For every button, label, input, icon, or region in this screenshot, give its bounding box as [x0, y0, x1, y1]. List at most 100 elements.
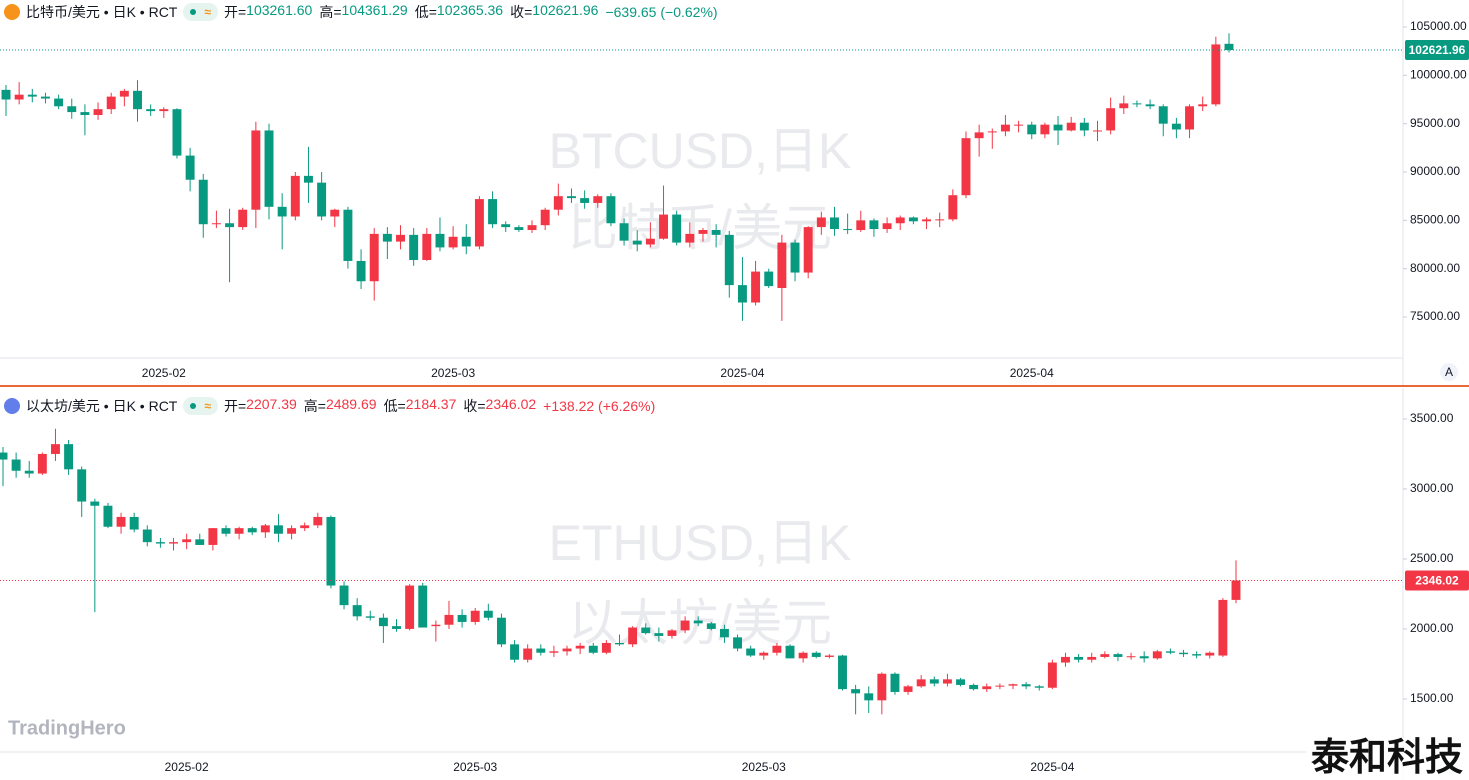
x-tick-label: 2025-04 — [1030, 760, 1074, 774]
change-value: +138.22 (+6.26%) — [543, 398, 656, 414]
candle-body — [628, 627, 638, 645]
candle-body — [567, 196, 576, 199]
candle-body — [527, 225, 537, 231]
candle-body — [632, 240, 642, 245]
ohlc-item: 开= 2207.39 — [224, 396, 297, 416]
candle-body — [654, 633, 664, 636]
candle-body — [339, 585, 349, 606]
candle-body — [615, 642, 624, 645]
y-tick-label: 95000.00 — [1410, 116, 1460, 130]
ohlc-value: 2346.02 — [485, 396, 537, 412]
status-dot — [190, 9, 197, 15]
y-tick-label: 3500.00 — [1410, 411, 1454, 425]
candle-body — [142, 529, 152, 543]
watermark: BTCUSD,日K — [549, 123, 852, 179]
candle-body — [11, 459, 21, 471]
candle-body — [553, 196, 563, 210]
candle-body — [922, 219, 932, 222]
candle-body — [133, 90, 142, 110]
candle-body — [198, 179, 208, 225]
candle-body — [711, 230, 721, 235]
candle-body — [1171, 123, 1181, 130]
ohlc-label: 收= — [510, 4, 533, 20]
candle-body — [724, 234, 734, 286]
ohlc-label: 低= — [383, 398, 406, 414]
candle-body — [330, 209, 340, 217]
candle-body — [352, 605, 362, 617]
symbol-title: 比特币/美元 • 日K • RCT — [26, 4, 178, 20]
candle-body — [1027, 124, 1037, 135]
status-pill: ≈ — [183, 397, 218, 415]
watermark: ETHUSD,日K — [549, 515, 852, 571]
axis-button[interactable] — [1440, 363, 1458, 381]
candle-body — [764, 271, 774, 287]
ohlc-label: 高= — [319, 4, 342, 20]
candle-body — [672, 214, 682, 243]
candle-body — [103, 505, 113, 527]
candle-body — [785, 645, 795, 659]
candle-body — [719, 628, 729, 638]
candle-body — [1106, 108, 1116, 131]
candle-body — [816, 217, 826, 228]
candle-body — [659, 214, 668, 239]
candle-body — [287, 528, 297, 534]
candle-body — [798, 652, 808, 659]
y-tick-label: 2000.00 — [1410, 621, 1454, 635]
candle-body — [803, 227, 813, 273]
candle-body — [961, 138, 971, 196]
candle-body — [313, 516, 323, 526]
candle-body — [698, 230, 708, 234]
candle-body — [1145, 104, 1155, 107]
ohlc-item: 收= 102621.96 — [510, 2, 598, 22]
candle-body — [1152, 651, 1162, 659]
candle-body — [514, 227, 524, 231]
candle-body — [303, 175, 313, 183]
ohlc-label: 收= — [463, 398, 486, 414]
candle-body — [435, 233, 445, 248]
axis-button-label: A — [1445, 365, 1453, 379]
candle-body — [93, 109, 103, 115]
candle-body — [392, 626, 401, 629]
candle-body — [908, 217, 918, 222]
ohlc-value: 2489.69 — [325, 396, 377, 412]
candle-body — [422, 233, 432, 260]
candle-body — [903, 686, 913, 692]
candle-body — [916, 679, 926, 687]
candle-body — [208, 528, 218, 545]
legend-header: 以太坊/美元 • 日K • RCT ≈ 开= 2207.39 高= 2489.69 低= 21… — [4, 396, 655, 416]
status-wave: ≈ — [204, 5, 211, 19]
candle-body — [225, 223, 235, 228]
candle-body — [1, 89, 11, 100]
corner-text: 泰和科技 — [1311, 737, 1463, 779]
candle-body — [869, 220, 879, 230]
ohlc-item: 低= 2184.37 — [384, 396, 457, 416]
candle-body — [974, 132, 984, 139]
x-tick-label: 2025-02 — [165, 760, 209, 774]
candle-body — [356, 260, 366, 282]
candle-body — [238, 209, 248, 228]
candle-body — [895, 217, 905, 224]
candle-body — [706, 623, 716, 629]
candle-body — [77, 469, 87, 502]
candle-body — [838, 655, 847, 690]
candle-body — [1079, 122, 1089, 131]
candle-body — [549, 651, 559, 653]
candle-body — [1192, 654, 1202, 656]
x-tick-label: 2025-03 — [453, 760, 497, 774]
candle-body — [877, 673, 887, 701]
candle-body — [593, 196, 603, 203]
candle-body — [987, 131, 997, 133]
candle-body — [260, 525, 270, 533]
candle-body — [343, 209, 353, 261]
candle-body — [0, 452, 8, 460]
candle-body — [510, 644, 520, 660]
x-tick-label: 2025-04 — [720, 366, 764, 380]
candle-body — [300, 525, 310, 529]
candle-body — [483, 610, 493, 618]
candle-body — [1231, 580, 1241, 600]
ohlc-value: 2184.37 — [405, 396, 457, 412]
candle-body — [51, 444, 60, 454]
candle-body — [882, 223, 892, 230]
candle-body — [601, 642, 611, 653]
